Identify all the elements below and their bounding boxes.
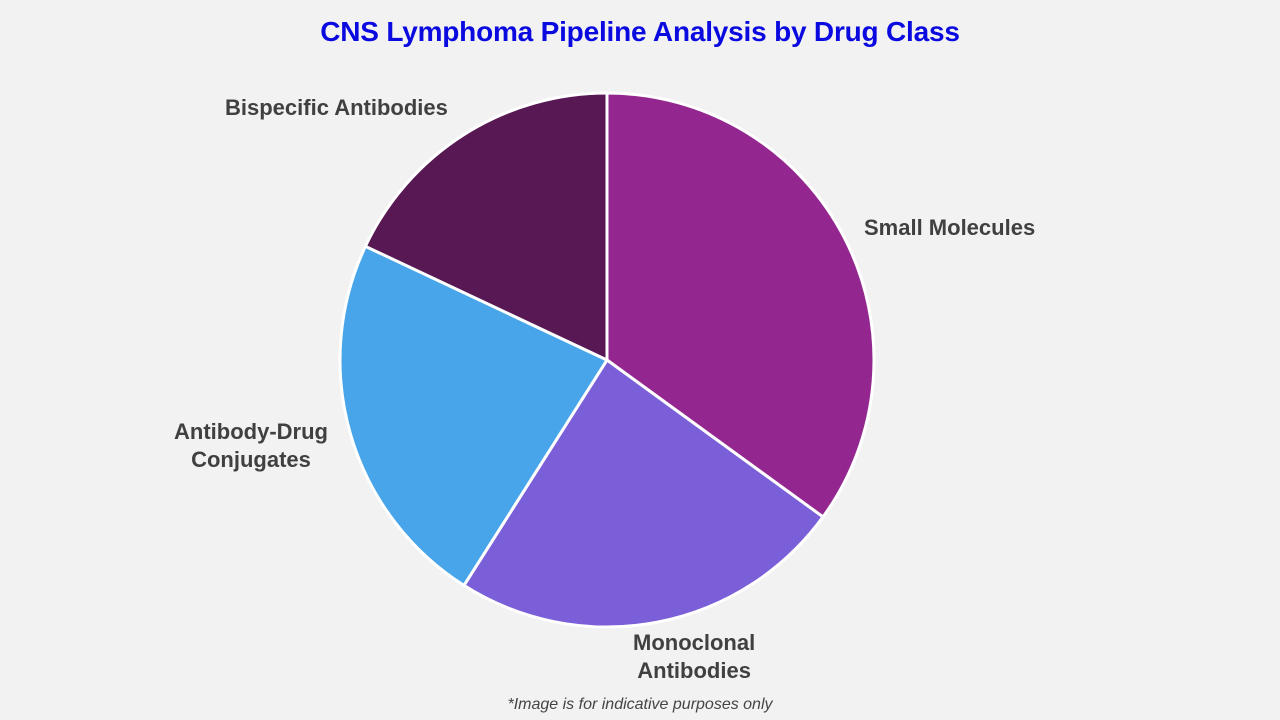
label-monoclonal-antibodies: Monoclonal Antibodies bbox=[633, 629, 755, 685]
pie-slice-monoclonal-antibodies bbox=[462, 358, 825, 629]
label-text: Small Molecules bbox=[864, 215, 1036, 240]
label-bispecific-antibodies: Bispecific Antibodies bbox=[225, 94, 448, 122]
pie-slice-bispecific-antibodies bbox=[363, 91, 609, 362]
label-text: Conjugates bbox=[191, 447, 311, 472]
label-small-molecules: Small Molecules bbox=[864, 214, 1035, 242]
label-text: Antibody-Drug bbox=[174, 419, 328, 444]
chart-title: CNS Lymphoma Pipeline Analysis by Drug C… bbox=[320, 16, 960, 47]
pie-slice-antibody-drug-conjugates bbox=[338, 244, 609, 587]
pie-slice-small-molecules bbox=[605, 91, 876, 519]
label-text: Antibodies bbox=[637, 658, 751, 683]
footnote: *Image is for indicative purposes only bbox=[507, 696, 773, 713]
label-text: Monoclonal bbox=[633, 630, 756, 655]
label-text: Bispecific Antibodies bbox=[225, 95, 448, 120]
label-antibody-drug-conjugates: Antibody-Drug Conjugates bbox=[174, 418, 328, 474]
